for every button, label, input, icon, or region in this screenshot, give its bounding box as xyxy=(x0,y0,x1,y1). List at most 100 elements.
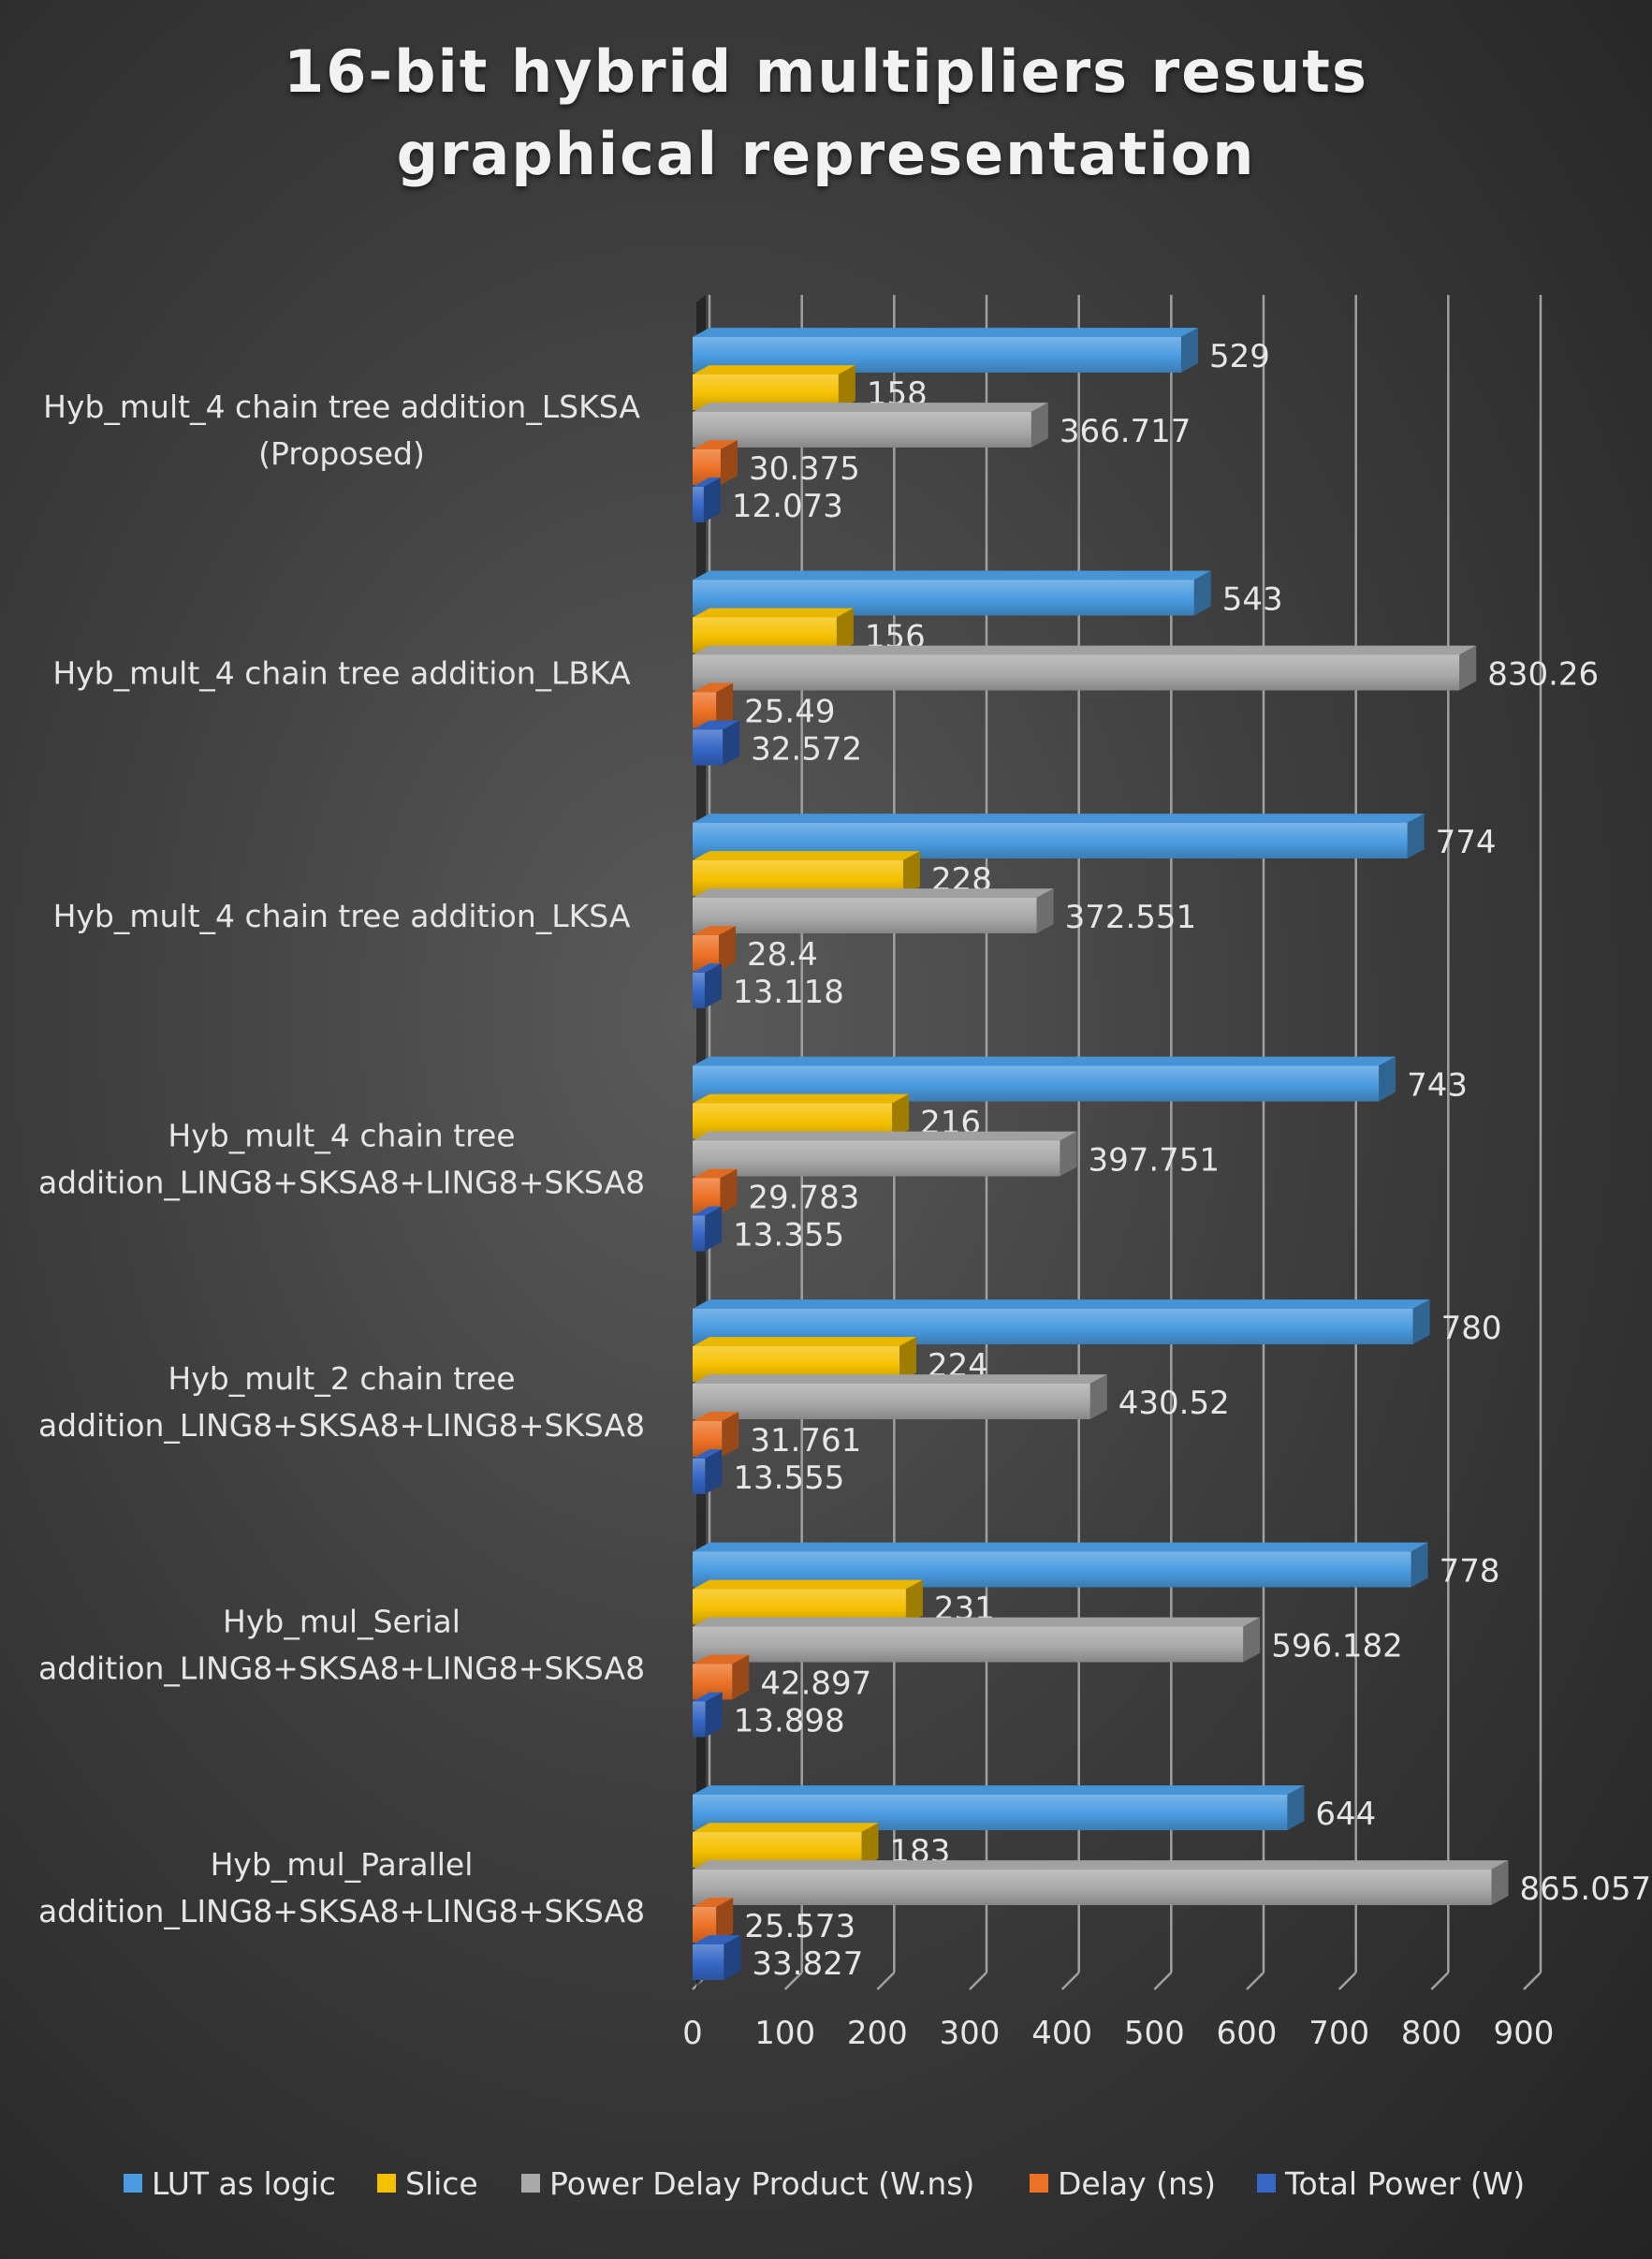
data-label: 644 xyxy=(1315,1796,1376,1833)
bar-end-face xyxy=(716,1898,734,1943)
data-label: 366.717 xyxy=(1060,413,1191,450)
bar-top-face xyxy=(693,1056,1396,1066)
bar-top-face xyxy=(693,814,1425,823)
x-tick-label: 400 xyxy=(1031,2015,1092,2052)
data-label: 30.375 xyxy=(749,450,860,488)
bar-end-face xyxy=(1287,1785,1305,1830)
gridline-floor xyxy=(1523,1972,1542,1990)
bar-top-face xyxy=(693,1935,741,1944)
bar-end-face xyxy=(720,440,738,485)
bar-top-face xyxy=(693,440,738,449)
bar-top-face xyxy=(693,1131,1077,1141)
bar xyxy=(693,654,1460,691)
category-label: addition_LING8+SKSA8+LING8+SKSA8 xyxy=(38,1165,645,1201)
bar-top-face xyxy=(693,328,1198,337)
category-label: Hyb_mult_4 chain tree addition_LKSA xyxy=(53,898,631,934)
data-label: 13.355 xyxy=(733,1217,844,1254)
gridline-floor xyxy=(1338,1972,1357,1990)
legend-swatch xyxy=(1030,2174,1048,2193)
bar-top-face xyxy=(693,1823,879,1832)
bar-end-face xyxy=(1412,1299,1430,1344)
bar-end-face xyxy=(892,1093,910,1139)
chart-title-line-1: 16-bit hybrid multipliers resuts xyxy=(284,37,1368,106)
bar-top-face xyxy=(693,645,1477,655)
bar xyxy=(693,412,1031,447)
bar-top-face xyxy=(693,1337,917,1346)
bar-end-face xyxy=(1407,814,1425,858)
bar-top-face xyxy=(693,608,854,618)
bar-top-face xyxy=(693,1579,923,1590)
bar-top-face xyxy=(693,1168,738,1179)
data-label: 12.073 xyxy=(732,488,843,525)
data-label: 33.827 xyxy=(752,1945,863,1983)
legend-swatch xyxy=(521,2174,540,2193)
category-label: Hyb_mult_4 chain tree addition_LBKA xyxy=(52,655,631,692)
bar-top-face xyxy=(693,1692,723,1702)
bar xyxy=(693,1701,706,1738)
bar-end-face xyxy=(724,1935,741,1980)
bar-end-face xyxy=(1180,328,1198,373)
bar-end-face xyxy=(723,720,740,766)
category-label: addition_LING8+SKSA8+LING8+SKSA8 xyxy=(38,1893,645,1929)
bar-top-face xyxy=(693,1449,723,1459)
bar-top-face xyxy=(693,1093,910,1104)
data-label: 778 xyxy=(1440,1553,1500,1591)
data-label: 31.761 xyxy=(750,1422,861,1460)
x-tick-label: 500 xyxy=(1124,2015,1185,2052)
bar-end-face xyxy=(838,365,855,410)
gridline-floor xyxy=(969,1972,987,1990)
bar-end-face xyxy=(705,1449,723,1494)
bar-end-face xyxy=(836,608,854,653)
data-label: 13.118 xyxy=(733,974,844,1011)
legend-swatch xyxy=(1257,2174,1276,2193)
data-label: 13.898 xyxy=(734,1703,845,1740)
bar-top-face xyxy=(693,926,737,935)
chart-title-line-2: graphical representation xyxy=(396,120,1256,188)
legend-swatch xyxy=(124,2174,142,2193)
category-label: Hyb_mul_Parallel xyxy=(211,1846,474,1883)
bar-top-face xyxy=(693,1412,739,1421)
data-label: 780 xyxy=(1441,1310,1502,1347)
bar xyxy=(693,729,724,766)
bar xyxy=(693,487,704,522)
bar-top-face xyxy=(693,1898,734,1907)
bar xyxy=(693,1459,706,1494)
bar xyxy=(693,1215,706,1252)
x-tick-label: 100 xyxy=(754,2015,815,2052)
legend-label: Slice xyxy=(405,2165,478,2202)
data-label: 397.751 xyxy=(1088,1142,1220,1180)
x-tick-label: 0 xyxy=(682,2015,703,2052)
legend-label: Total Power (W) xyxy=(1284,2165,1525,2202)
bar-end-face xyxy=(732,1654,750,1700)
bar xyxy=(693,1870,1492,1905)
bar xyxy=(693,1626,1244,1663)
bar-end-face xyxy=(705,1206,723,1252)
bar-end-face xyxy=(1459,645,1477,691)
x-tick-label: 600 xyxy=(1217,2015,1278,2052)
x-tick-label: 300 xyxy=(940,2015,1001,2052)
data-label: 529 xyxy=(1209,338,1270,375)
bar-end-face xyxy=(722,1412,739,1457)
gridline-floor xyxy=(1060,1972,1080,1990)
bar-end-face xyxy=(703,477,721,522)
legend-label: Delay (ns) xyxy=(1058,2165,1216,2202)
bar-top-face xyxy=(693,365,855,374)
bar-top-face xyxy=(693,1617,1261,1627)
data-label: 29.783 xyxy=(748,1180,859,1217)
data-label: 774 xyxy=(1436,824,1497,861)
bar-end-face xyxy=(716,682,734,728)
gridline-floor xyxy=(1430,1972,1450,1990)
gridline-floor xyxy=(1153,1972,1173,1990)
data-label: 13.555 xyxy=(733,1460,844,1497)
data-label: 430.52 xyxy=(1118,1385,1230,1422)
legend-label: LUT as logic xyxy=(152,2165,336,2202)
category-label: Hyb_mult_2 chain tree xyxy=(168,1360,515,1397)
data-label: 25.49 xyxy=(744,694,835,731)
bar-end-face xyxy=(1031,403,1048,447)
data-label: 25.573 xyxy=(744,1908,855,1945)
category-label: Hyb_mult_4 chain tree addition_LSKSA xyxy=(43,389,640,425)
bar-top-face xyxy=(693,851,920,860)
bar-top-face xyxy=(693,682,734,693)
category-label: (Proposed) xyxy=(258,435,425,472)
x-tick-label: 900 xyxy=(1494,2015,1555,2052)
